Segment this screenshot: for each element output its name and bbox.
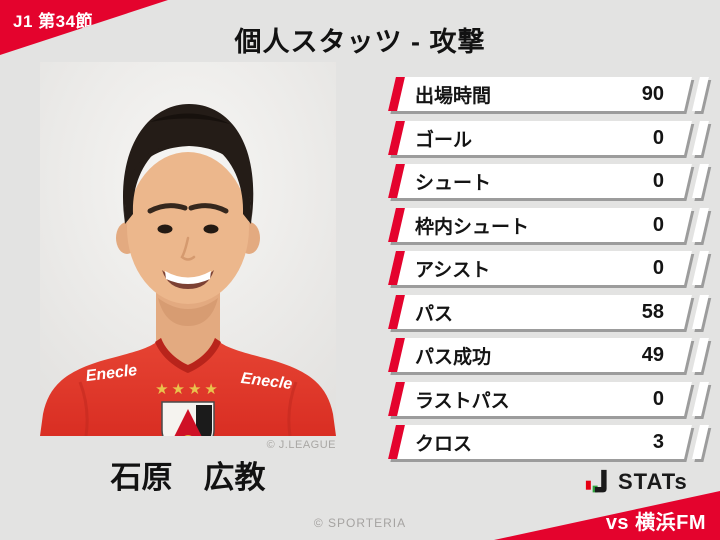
- stat-label: 出場時間: [415, 85, 492, 107]
- stat-row-shots: シュート 0: [388, 164, 709, 198]
- stats-logo-label: STATs: [618, 469, 688, 494]
- jleague-stats-logo: STATs: [585, 467, 688, 497]
- opponent-label: vs 横浜FM: [605, 512, 706, 534]
- stats-list: 出場時間 90 ゴール 0 シュート 0: [388, 77, 709, 459]
- stat-bar: ゴール 0: [388, 120, 692, 155]
- club-crest: [161, 401, 215, 436]
- stat-row-key-passes: ラストパス 0: [388, 381, 709, 416]
- player-name: 石原 広教: [110, 460, 266, 495]
- stat-label: ゴール: [415, 129, 473, 150]
- stat-row-crosses: クロス 3: [388, 425, 709, 459]
- stat-label: 枠内シュート: [415, 216, 530, 237]
- stat-bar-accent: [692, 425, 709, 459]
- stat-row-passes-completed: パス成功 49: [388, 338, 709, 372]
- photo-credit: © J.LEAGUE: [266, 439, 336, 451]
- stat-bar: 枠内シュート 0: [388, 207, 692, 242]
- jersey-stars: ★★★★: [155, 381, 221, 398]
- stat-value: 0: [652, 256, 664, 279]
- stat-value: 90: [641, 82, 664, 105]
- matchweek-label: J1 第34節: [13, 12, 94, 31]
- jersey-sponsor-left: Enecle: [85, 362, 138, 385]
- stat-bar-accent: [692, 120, 709, 155]
- stat-bar-accent: [692, 338, 709, 372]
- page-title: 個人スタッツ - 攻撃: [234, 27, 486, 57]
- stat-value: 3: [652, 430, 664, 453]
- stat-bar: クロス 3: [388, 425, 692, 459]
- stat-value: 58: [641, 300, 664, 322]
- sporteria-credit: © SPORTERIA: [313, 516, 407, 530]
- stat-row-goals: ゴール 0: [388, 120, 709, 155]
- stat-row-passes: パス 58: [388, 294, 709, 329]
- jleague-stats-bar-icon: [585, 469, 607, 492]
- stat-bar-accent: [692, 77, 709, 111]
- player-portrait-illustration: Enecle Enecle ★★★★: [40, 62, 336, 436]
- stat-value: 0: [652, 213, 664, 235]
- stat-label: クロス: [415, 433, 473, 455]
- stat-value: 49: [641, 343, 664, 366]
- stat-bar-accent: [692, 294, 709, 329]
- stat-bar: パス 58: [388, 294, 692, 329]
- stat-value: 0: [652, 387, 664, 409]
- stat-bar: シュート 0: [388, 164, 692, 198]
- stat-bar: ラストパス 0: [388, 381, 692, 416]
- stat-bar: 出場時間 90: [388, 77, 692, 111]
- stat-label: アシスト: [415, 259, 491, 281]
- stat-row-shots-on-target: 枠内シュート 0: [388, 207, 709, 242]
- stat-row-minutes: 出場時間 90: [388, 77, 709, 111]
- stat-label: パス: [415, 303, 454, 324]
- stat-bar-accent: [692, 207, 709, 242]
- stat-value: 0: [652, 169, 664, 192]
- stat-bar: アシスト 0: [388, 251, 692, 285]
- player-photo: Enecle Enecle ★★★★: [40, 62, 336, 436]
- stat-bar: パス成功 49: [388, 338, 692, 372]
- jersey-sponsor-right: Enecle: [240, 370, 293, 393]
- stat-value: 0: [652, 126, 664, 148]
- stat-row-assists: アシスト 0: [388, 251, 709, 285]
- stat-label: ラストパス: [415, 390, 510, 411]
- stat-bar-accent: [692, 251, 709, 285]
- stat-label: シュート: [415, 172, 492, 194]
- stat-bar-accent: [692, 164, 709, 198]
- stat-label: パス成功: [415, 346, 492, 368]
- stat-bar-accent: [692, 381, 709, 416]
